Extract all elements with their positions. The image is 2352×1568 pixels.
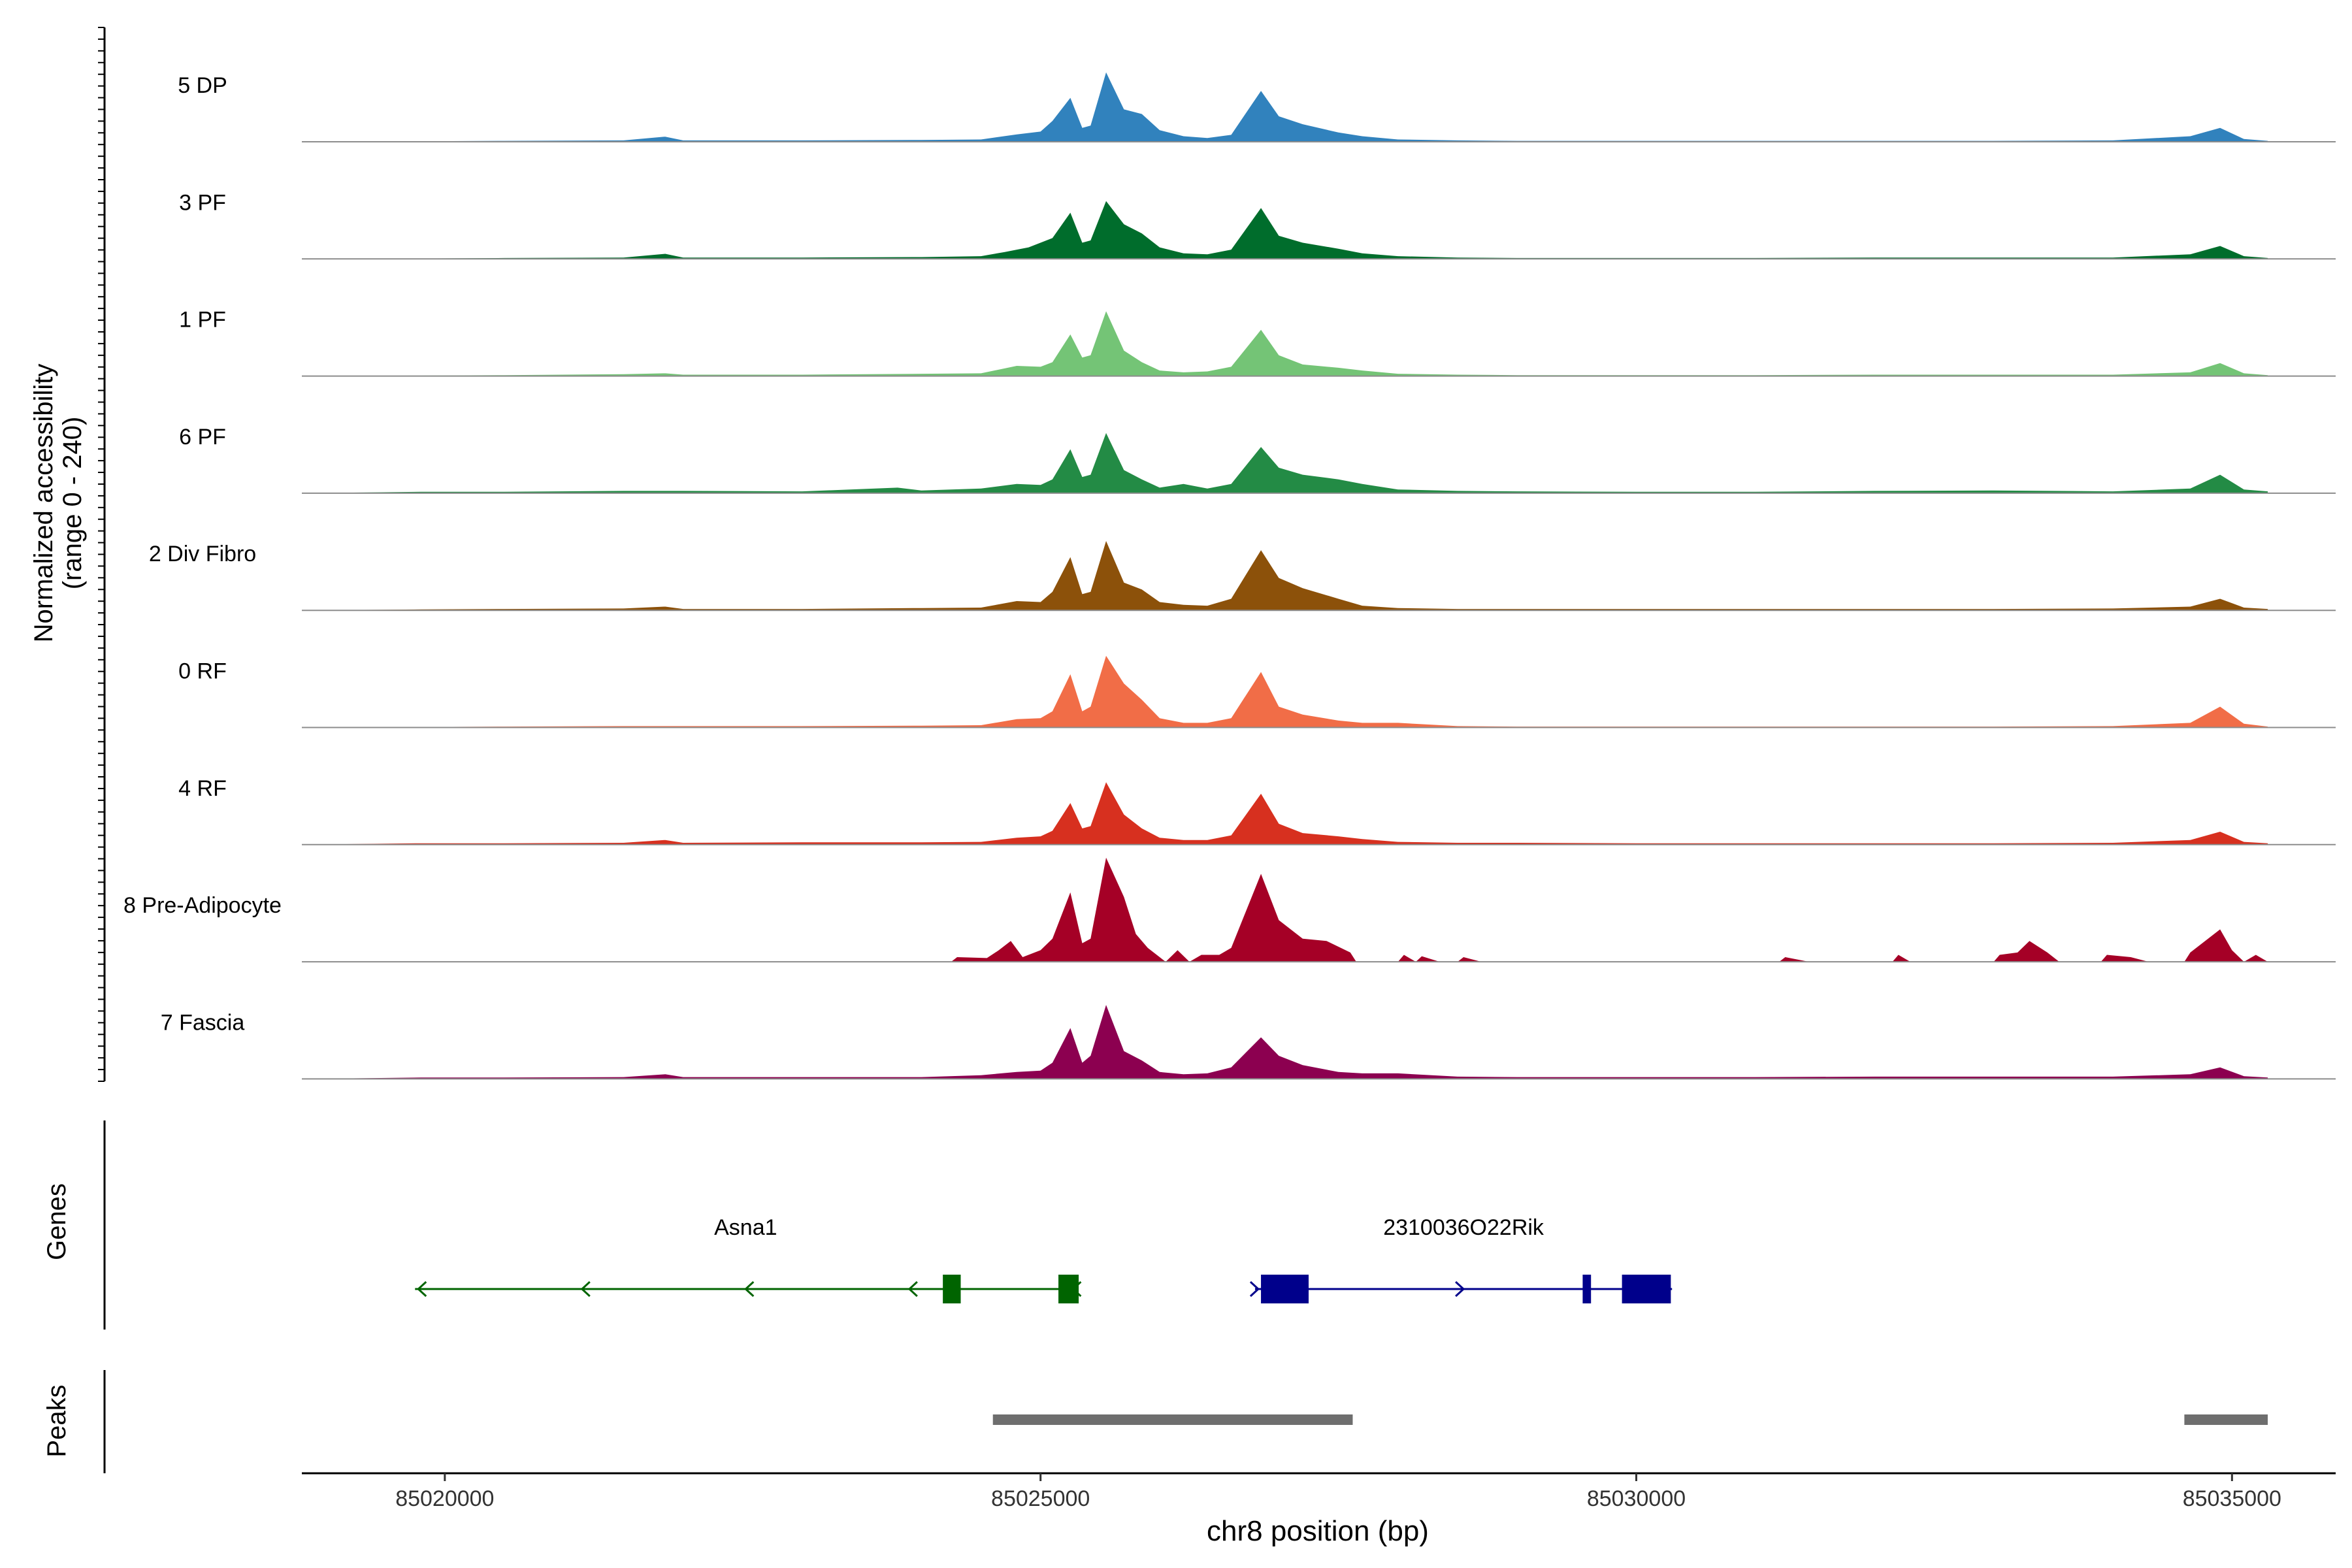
- coverage-area-1-pf: [302, 311, 2268, 376]
- peaks-track: [992, 1414, 2268, 1425]
- gene-asna1: Asna1: [415, 1215, 1082, 1303]
- coverage-area-0-rf: [302, 655, 2268, 728]
- y-axis: [98, 27, 106, 1082]
- genes-track-title: Genes: [42, 1183, 71, 1260]
- track-label: 8 Pre-Adipocyte: [123, 893, 282, 918]
- track-label: 3 PF: [179, 190, 226, 215]
- y-axis-title-line1: Normalized accessibility: [29, 364, 58, 643]
- peaks-track-title: Peaks: [42, 1384, 71, 1457]
- exon-block: [943, 1275, 961, 1303]
- x-tick-label: 85025000: [991, 1486, 1090, 1511]
- track-0-rf: 0 RF: [178, 655, 2336, 728]
- exon-block: [1582, 1275, 1592, 1303]
- track-2-div-fibro: 2 Div Fibro: [149, 541, 2336, 612]
- genes-track: Asna1 2310036O22Rik: [415, 1215, 1673, 1303]
- gene-label: 2310036O22Rik: [1383, 1215, 1544, 1240]
- x-tick-label: 85020000: [395, 1486, 494, 1511]
- x-tick-label: 85035000: [2183, 1486, 2281, 1511]
- strand-arrow: [907, 1281, 918, 1298]
- strand-arrow: [744, 1281, 755, 1298]
- exon-block: [1622, 1275, 1671, 1303]
- coverage-tracks: 5 DP 3 PF 1 PF 6 PF 2 Div Fibro 0 RF 4 RF 8 Pre…: [123, 72, 2336, 1080]
- track-7-fascia: 7 Fascia: [161, 1005, 2336, 1080]
- track-1-pf: 1 PF: [179, 308, 2336, 377]
- strand-arrow: [580, 1281, 591, 1298]
- track-label: 6 PF: [179, 425, 226, 449]
- track-label: 4 RF: [178, 776, 227, 801]
- x-tick-label: 85030000: [1587, 1486, 1686, 1511]
- track-6-pf: 6 PF: [179, 425, 2336, 494]
- coverage-area-5-dp: [302, 72, 2268, 142]
- track-5-dp: 5 DP: [178, 72, 2336, 142]
- coverage-area-7-fascia: [302, 1005, 2268, 1079]
- coverage-area-4-rf: [302, 782, 2268, 845]
- peak-bar: [992, 1414, 1353, 1425]
- strand-arrow: [1455, 1281, 1465, 1298]
- track-label: 5 DP: [178, 73, 227, 98]
- coverage-area-6-pf: [302, 433, 2268, 493]
- gene-label: Asna1: [714, 1215, 777, 1240]
- strand-arrow: [417, 1281, 427, 1298]
- gene-2310036o22rik: 2310036O22Rik: [1249, 1215, 1673, 1303]
- coverage-area-8-pre-adipocyte: [302, 857, 2268, 962]
- coverage-area-2-div-fibro: [302, 541, 2268, 611]
- track-8-pre-adipocyte: 8 Pre-Adipocyte: [123, 857, 2336, 963]
- x-axis: 85020000 85025000 85030000 85035000: [302, 1472, 2336, 1511]
- y-axis-title-line2: (range 0 - 240): [58, 417, 87, 590]
- peak-bar: [2184, 1414, 2268, 1425]
- exon-block: [1058, 1275, 1079, 1303]
- coverage-area-3-pf: [302, 201, 2268, 259]
- track-label: 7 Fascia: [161, 1010, 245, 1035]
- track-label: 1 PF: [179, 308, 226, 333]
- track-3-pf: 3 PF: [179, 190, 2336, 260]
- exon-block: [1261, 1275, 1309, 1303]
- strand-arrow: [1249, 1281, 1260, 1298]
- track-label: 2 Div Fibro: [149, 542, 256, 566]
- x-axis-title: chr8 position (bp): [1207, 1515, 1429, 1547]
- track-4-rf: 4 RF: [178, 776, 2336, 845]
- track-label: 0 RF: [178, 659, 227, 684]
